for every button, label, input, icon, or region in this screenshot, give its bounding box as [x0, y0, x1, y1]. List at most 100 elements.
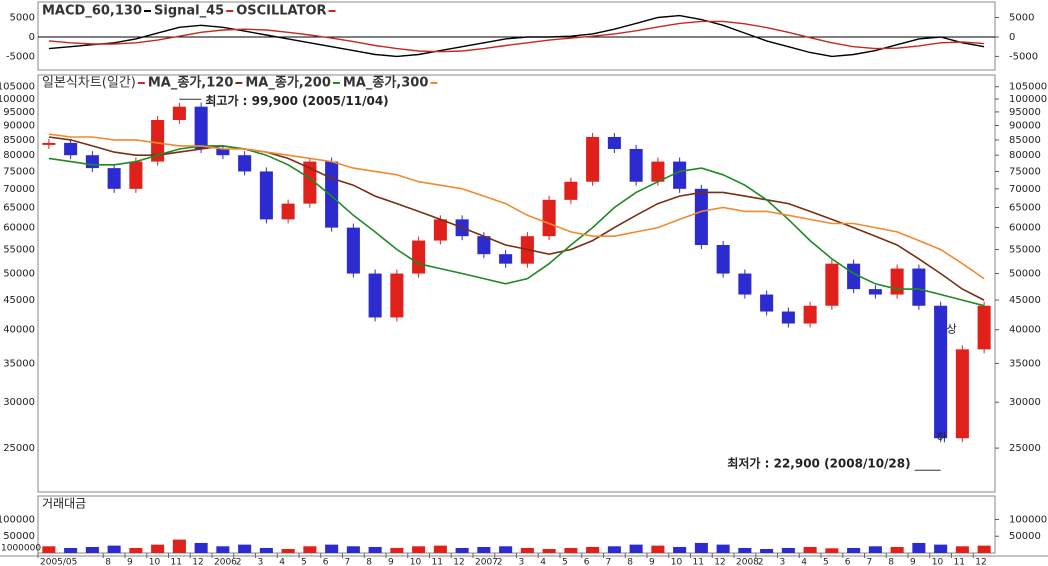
legend-label: MACD_60,130	[42, 4, 142, 19]
candle-body	[325, 161, 339, 228]
volume-bar	[368, 546, 382, 553]
candle-body	[934, 305, 948, 439]
volume-bar	[716, 544, 730, 553]
volume-bar	[781, 547, 795, 553]
candle-body	[85, 155, 99, 169]
y-tick-label-right: 95000	[1009, 107, 1041, 118]
y-tick-label-left: 0	[29, 32, 35, 43]
x-tick-label: 3	[519, 558, 525, 566]
macd-frame	[37, 1, 996, 71]
x-tick-label: 9	[127, 558, 133, 566]
x-tick-label: 7	[867, 558, 873, 566]
y-tick-label-left: 60000	[3, 223, 35, 234]
y-tick-label-left: 55000	[3, 245, 35, 256]
candle-body	[107, 168, 121, 189]
y-tick-label-right: 5000	[1009, 13, 1034, 24]
y-tick-label-left: 25000	[3, 443, 35, 454]
x-tick-label: 11	[693, 558, 704, 566]
y-tick-label-right: 70000	[1009, 184, 1041, 195]
legend-label: 일본식차트(일간)	[42, 76, 136, 91]
candle-body	[825, 263, 839, 306]
x-tick-label: 8	[627, 558, 633, 566]
y-tick-label-right: 60000	[1009, 223, 1041, 234]
volume-bar	[890, 546, 904, 553]
candle-body	[607, 136, 621, 149]
candle-body	[259, 171, 273, 220]
candle-body	[238, 155, 252, 172]
y-tick-label-left: 35000	[3, 358, 35, 369]
candle-body	[716, 245, 730, 274]
volume-bar	[934, 544, 948, 553]
x-tick-label: 10	[410, 558, 422, 566]
high-annotation: 최고가 : 99,900 (2005/11/04)	[205, 93, 388, 108]
candle-body	[64, 142, 78, 156]
x-tick-label: 6	[323, 558, 329, 566]
volume-bar	[42, 546, 56, 553]
candle-body	[564, 181, 578, 200]
candle-body	[738, 273, 752, 295]
legend-label: MA_종가,300	[343, 76, 429, 91]
y-tick-label-right: 100000	[1009, 514, 1047, 525]
volume-bar	[955, 546, 969, 553]
y-tick-label-left: 45000	[3, 295, 35, 306]
x-tick-label: 6	[584, 558, 590, 566]
y-tick-label-left: 95000	[3, 107, 35, 118]
y-tick-label-left: 70000	[3, 184, 35, 195]
volume-bar	[455, 547, 469, 553]
y-tick-label-right: 40000	[1009, 325, 1041, 336]
low-annotation: 최저가 : 22,900 (2008/10/28)	[727, 456, 910, 471]
ma-line	[48, 136, 985, 301]
x-tick-label: 11	[432, 558, 443, 566]
x-tick-label: 10	[149, 558, 161, 566]
y-tick-label-right: 0	[1009, 32, 1015, 43]
volume-bar	[346, 546, 360, 553]
y-tick-label-left: 30000	[3, 397, 35, 408]
volume-bar	[520, 547, 534, 553]
y-tick-label-left: 65000	[3, 202, 35, 213]
x-tick-label: 11	[954, 558, 965, 566]
candle-body	[629, 148, 643, 182]
candle-body	[847, 263, 861, 290]
y-tick-label-right: 45000	[1009, 295, 1041, 306]
y-tick-label-right: 35000	[1009, 358, 1041, 369]
candle-body	[760, 294, 774, 312]
candle-body	[281, 203, 295, 220]
volume-bar	[564, 547, 578, 553]
volume-bar	[977, 545, 991, 553]
y-tick-label-right: 55000	[1009, 245, 1041, 256]
x-tick-label: 8	[105, 558, 111, 566]
x-tick-label: 7	[345, 558, 351, 566]
y-tick-label-right: 105000	[1009, 82, 1047, 93]
x-tick-label: 12	[453, 558, 464, 566]
y-tick-label-right: 30000	[1009, 397, 1041, 408]
volume-bar	[825, 548, 839, 553]
x-tick-label: 9	[388, 558, 394, 566]
volume-bar	[651, 545, 665, 553]
volume-bar	[281, 548, 295, 553]
y-tick-label-left: 5000	[10, 13, 35, 24]
volume-bar	[803, 546, 817, 553]
signal-marker: 상	[947, 322, 957, 335]
candle-body	[42, 142, 56, 145]
volume-bar	[216, 546, 230, 553]
y-tick-label-right: 50000	[1009, 269, 1041, 280]
x-tick-label: 8	[366, 558, 372, 566]
y-tick-label-left: 40000	[3, 325, 35, 336]
candle-body	[151, 119, 165, 162]
x-tick-label: 5	[562, 558, 568, 566]
y-tick-label-right: 50000	[1009, 531, 1041, 542]
volume-bar	[760, 548, 774, 553]
candle-body	[673, 161, 687, 189]
y-tick-label-right: 100000	[1009, 94, 1047, 105]
candle-body	[172, 106, 186, 120]
x-tick-label: 2	[236, 558, 242, 566]
volume-bar	[325, 544, 339, 553]
candle-body	[303, 161, 317, 204]
x-tick-label: 4	[801, 558, 807, 566]
y-tick-label-right: 85000	[1009, 135, 1041, 146]
y-tick-label-right: 65000	[1009, 202, 1041, 213]
candle-body	[390, 273, 404, 318]
volume-bar	[85, 546, 99, 553]
x-tick-label: 9	[910, 558, 916, 566]
x-tick-label: 12	[975, 558, 986, 566]
